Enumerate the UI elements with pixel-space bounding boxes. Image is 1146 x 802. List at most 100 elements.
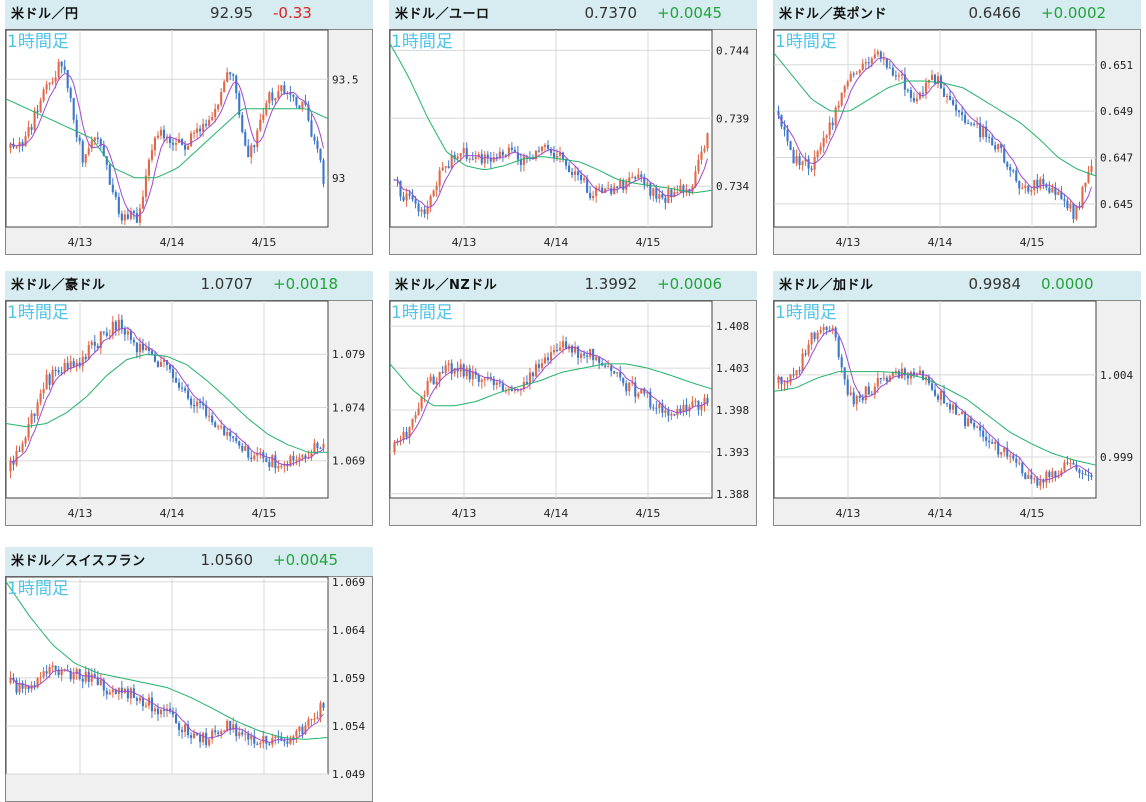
rate-panel[interactable]: 米ドル／ユーロ 0.7370 +0.0045 0.744 0.739 0.734 4/13 4… <box>389 0 757 255</box>
candle-body <box>84 154 87 163</box>
candle-body <box>75 119 78 138</box>
timeframe-label: 1時間足 <box>391 303 453 323</box>
candle-body <box>973 123 976 125</box>
candle-body <box>171 711 175 715</box>
candle-body <box>120 687 123 693</box>
candle-body <box>697 159 700 172</box>
candle-body <box>834 327 837 338</box>
timeframe-label: 1時間足 <box>7 303 69 323</box>
panel-header: 米ドル／スイスフラン 1.0560 +0.0045 <box>5 547 373 576</box>
candle-body <box>405 193 408 201</box>
candle-body <box>168 364 172 370</box>
candle-body <box>1078 206 1081 208</box>
price-chart: 0.651 0.649 0.647 0.645 4/13 4/14 4/15 1時間足 <box>773 29 1141 255</box>
candle-body <box>196 128 199 133</box>
candle-body <box>159 709 163 715</box>
candle-body <box>90 140 93 149</box>
pair-name[interactable]: 米ドル／英ポンド <box>779 7 888 22</box>
candle-body <box>816 332 819 340</box>
rate-panel[interactable]: 米ドル／豪ドル 1.0707 +0.0018 1.079 1.074 1.069 4/13 4… <box>5 271 373 526</box>
candle-body <box>792 374 795 376</box>
candle-body <box>214 422 217 427</box>
candle-body <box>1090 475 1093 478</box>
candle-body <box>126 331 129 335</box>
candle-body <box>703 398 706 406</box>
candle-body <box>631 382 634 384</box>
price-chart: 1.079 1.074 1.069 4/13 4/14 4/15 1時間足 <box>5 300 373 526</box>
candle-body <box>141 697 144 707</box>
candle-body <box>1054 471 1057 478</box>
pair-name[interactable]: 米ドル／円 <box>11 7 79 22</box>
candle-body <box>586 178 589 193</box>
candle-body <box>682 404 685 412</box>
pair-name[interactable]: 米ドル／NZドル <box>395 278 498 293</box>
candle-body <box>649 183 652 196</box>
rate-panel[interactable]: 米ドル／スイスフラン 1.0560 +0.0045 1.069 1.064 1.059 1.… <box>5 547 373 802</box>
candle-body <box>319 448 322 450</box>
candle-body <box>117 196 120 214</box>
candle-body <box>825 135 828 138</box>
candle-body <box>45 671 48 674</box>
candle-body <box>138 343 141 353</box>
rate-panel[interactable]: 米ドル／NZドル 1.3992 +0.0006 1.408 1.403 1.398 1.39… <box>389 271 757 526</box>
candle-body <box>232 724 235 730</box>
candle-body <box>580 175 583 181</box>
candle-body <box>673 413 676 416</box>
timeframe-label: 1時間足 <box>391 32 453 52</box>
candle-body <box>274 97 277 101</box>
candle-body <box>150 150 154 160</box>
candle-body <box>114 321 117 331</box>
panel-header: 米ドル／豪ドル 1.0707 +0.0018 <box>5 271 373 300</box>
candle-body <box>1009 167 1012 171</box>
candle-body <box>634 382 637 397</box>
x-tick-label: 4/15 <box>636 507 661 520</box>
candle-body <box>199 128 202 132</box>
candle-body <box>30 127 33 130</box>
candle-body <box>1030 189 1033 192</box>
pair-name[interactable]: 米ドル／加ドル <box>779 278 874 293</box>
candle-body <box>120 319 123 329</box>
candle-body <box>33 413 36 417</box>
candle-body <box>486 154 489 159</box>
pair-name[interactable]: 米ドル／スイスフラン <box>11 554 146 569</box>
candle-body <box>292 736 295 740</box>
candle-body <box>976 426 979 428</box>
rate-panel[interactable]: 米ドル／英ポンド 0.6466 +0.0002 0.651 0.649 0.647 0.64… <box>773 0 1141 255</box>
candle-body <box>105 690 108 695</box>
candle-body <box>607 366 610 368</box>
change-value: +0.0018 <box>273 275 339 293</box>
rate-panel[interactable]: 米ドル／円 92.95 -0.33 93.5 93 4/13 4/14 4/15 1時間足 <box>5 0 373 255</box>
candle-body <box>429 376 432 382</box>
candle-body <box>543 357 547 364</box>
candle-body <box>174 377 178 383</box>
candle-body <box>807 158 810 169</box>
pair-name[interactable]: 米ドル／ユーロ <box>395 7 490 22</box>
candle-body <box>232 74 235 76</box>
candle-body <box>399 439 402 441</box>
candle-body <box>855 396 858 405</box>
rate-panel[interactable]: 米ドル／加ドル 0.9984 0.0000 1.004 0.999 4/13 4/14 4/1… <box>773 271 1141 526</box>
candle-body <box>1054 187 1057 195</box>
candle-body <box>489 158 492 162</box>
candle-body <box>867 386 870 395</box>
candle-body <box>873 54 876 59</box>
candle-body <box>804 353 807 355</box>
candle-body <box>241 114 244 132</box>
candle-body <box>54 369 57 371</box>
candle-body <box>613 371 616 374</box>
candle-body <box>985 436 988 441</box>
candle-body <box>319 148 322 161</box>
candle-body <box>229 720 232 730</box>
candle-body <box>280 85 283 92</box>
candle-body <box>96 677 99 685</box>
candle-body <box>789 141 792 150</box>
candle-body <box>976 123 979 125</box>
candle-body <box>667 410 670 416</box>
candle-body <box>223 426 226 436</box>
candle-body <box>87 148 90 155</box>
candle-body <box>589 192 592 199</box>
candle-body <box>1042 178 1045 185</box>
pair-name[interactable]: 米ドル／豪ドル <box>11 278 106 293</box>
price-value: 92.95 <box>210 4 253 22</box>
candle-body <box>789 374 792 383</box>
